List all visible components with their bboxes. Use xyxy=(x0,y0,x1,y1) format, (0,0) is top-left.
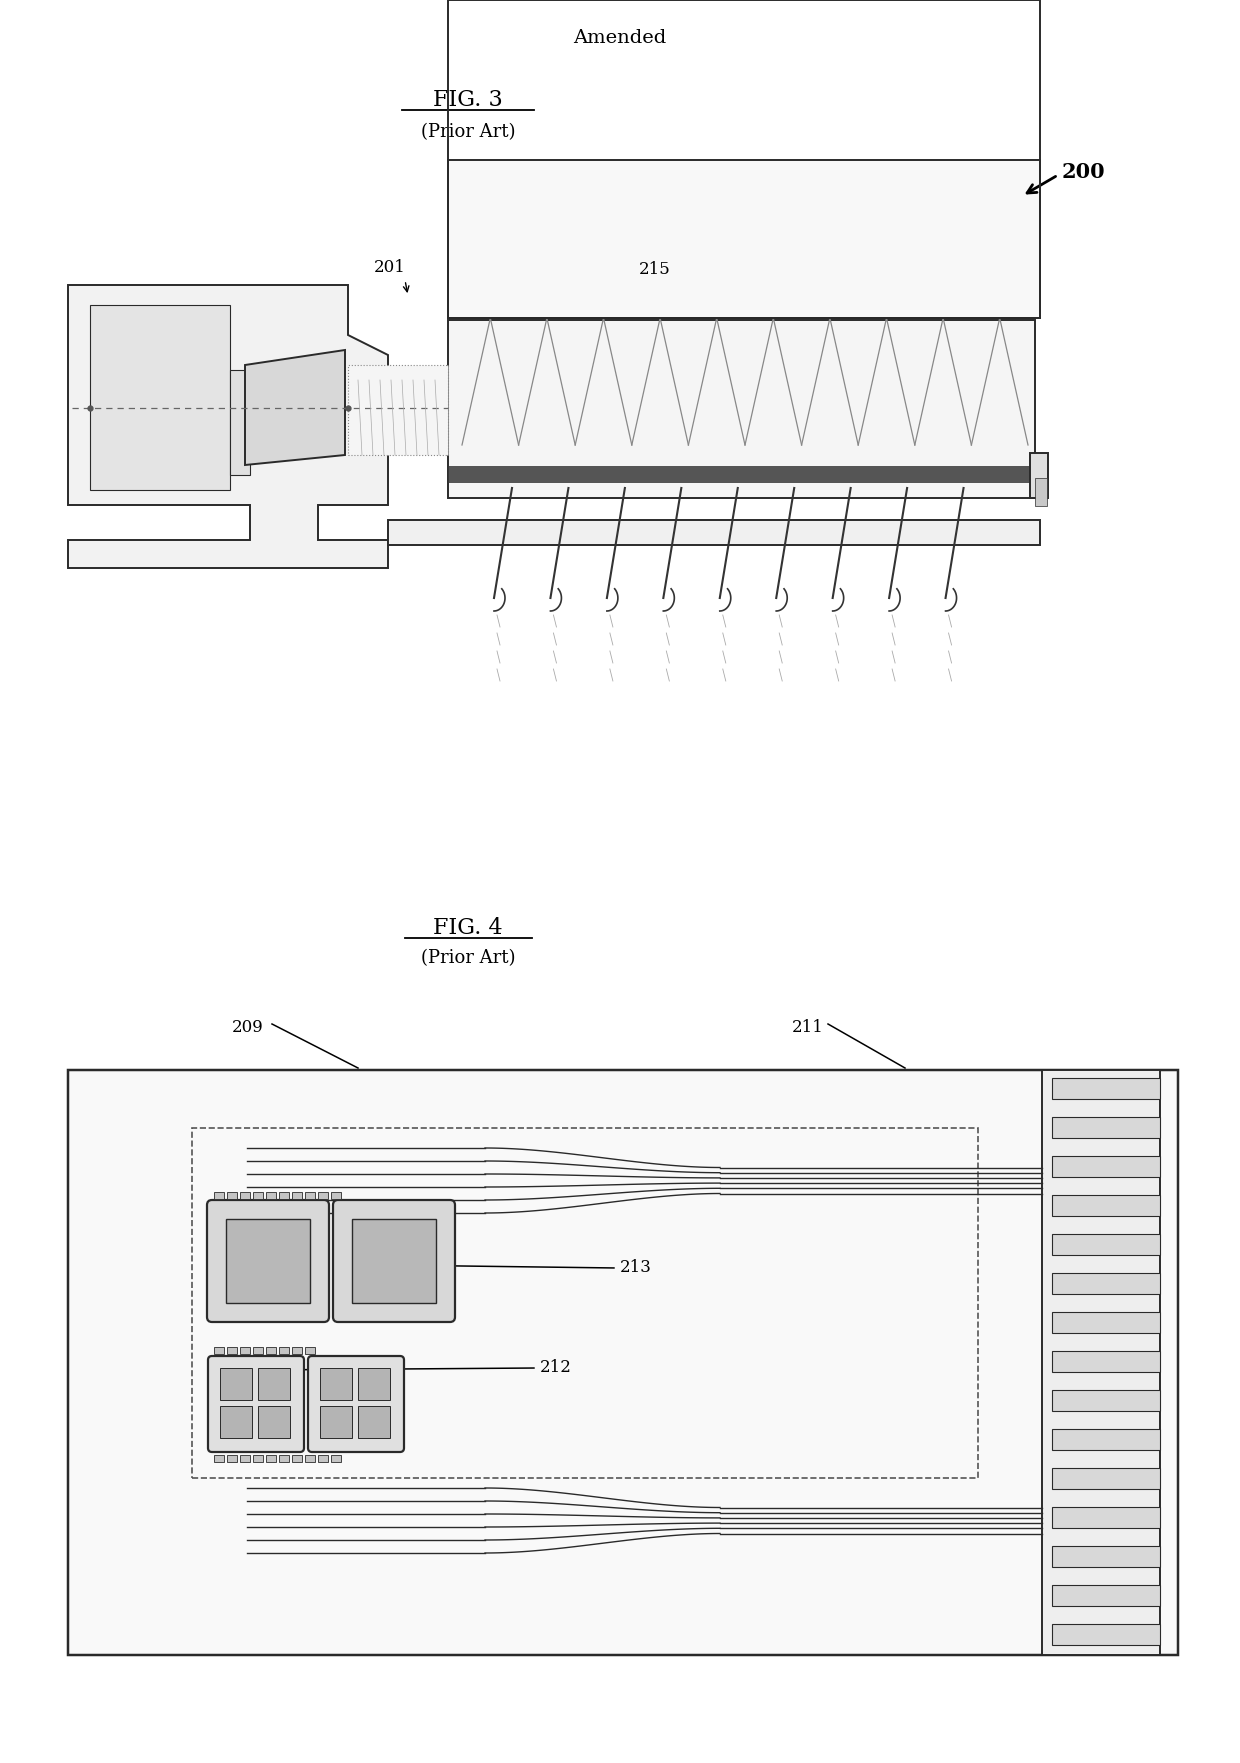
FancyBboxPatch shape xyxy=(208,1356,304,1453)
Text: 213: 213 xyxy=(620,1259,652,1276)
Text: FIG. 3: FIG. 3 xyxy=(433,88,503,111)
Bar xyxy=(348,365,448,455)
Bar xyxy=(331,1192,341,1199)
Bar xyxy=(215,1454,224,1462)
Bar xyxy=(448,321,1035,497)
Polygon shape xyxy=(91,305,229,490)
Bar xyxy=(1052,1234,1159,1255)
Bar xyxy=(1052,1624,1159,1645)
Bar xyxy=(241,1454,250,1462)
Bar xyxy=(1052,1430,1159,1451)
Bar xyxy=(1042,1070,1159,1655)
Bar xyxy=(267,1192,277,1199)
Bar xyxy=(352,1218,436,1303)
FancyBboxPatch shape xyxy=(334,1201,455,1322)
Text: 212: 212 xyxy=(539,1359,572,1377)
Bar xyxy=(1052,1350,1159,1372)
Text: 200: 200 xyxy=(1061,162,1106,182)
Bar xyxy=(258,1368,290,1400)
Bar xyxy=(241,1192,250,1199)
Bar xyxy=(267,1347,277,1354)
Bar xyxy=(1052,1469,1159,1490)
Bar xyxy=(358,1368,391,1400)
Text: (Prior Art): (Prior Art) xyxy=(420,123,516,141)
Bar xyxy=(1052,1546,1159,1567)
Bar xyxy=(320,1368,352,1400)
Bar xyxy=(279,1454,289,1462)
Bar xyxy=(305,1347,315,1354)
Polygon shape xyxy=(246,351,345,465)
Bar xyxy=(227,1192,237,1199)
Bar xyxy=(388,520,1040,545)
Bar xyxy=(241,1347,250,1354)
Bar xyxy=(253,1192,263,1199)
Bar xyxy=(192,1128,978,1477)
Text: 209: 209 xyxy=(232,1019,264,1037)
Bar xyxy=(1052,1118,1159,1139)
Bar xyxy=(305,1454,315,1462)
Text: 215: 215 xyxy=(639,261,671,279)
Bar xyxy=(317,1192,329,1199)
Bar xyxy=(1052,1312,1159,1333)
Bar xyxy=(229,370,250,474)
Bar xyxy=(1052,1077,1159,1100)
Bar xyxy=(1052,1273,1159,1294)
Bar xyxy=(226,1218,310,1303)
Bar xyxy=(1052,1195,1159,1216)
Bar xyxy=(317,1454,329,1462)
Bar xyxy=(1030,453,1048,497)
Bar xyxy=(219,1368,252,1400)
Bar xyxy=(1052,1389,1159,1412)
Text: Amended: Amended xyxy=(573,28,667,48)
Bar xyxy=(215,1192,224,1199)
Text: 211: 211 xyxy=(792,1019,823,1037)
Bar xyxy=(279,1192,289,1199)
Text: (Prior Art): (Prior Art) xyxy=(420,948,516,966)
Bar xyxy=(320,1407,352,1439)
Polygon shape xyxy=(68,286,388,568)
Text: FIG. 4: FIG. 4 xyxy=(433,917,502,940)
FancyBboxPatch shape xyxy=(207,1201,329,1322)
Bar xyxy=(291,1454,303,1462)
Bar xyxy=(331,1454,341,1462)
Bar xyxy=(253,1454,263,1462)
Text: 201: 201 xyxy=(374,259,405,277)
Bar xyxy=(448,160,1040,317)
Bar xyxy=(291,1347,303,1354)
Bar xyxy=(227,1347,237,1354)
Bar xyxy=(1035,478,1047,506)
Bar xyxy=(305,1192,315,1199)
Bar xyxy=(267,1454,277,1462)
Bar xyxy=(68,1070,1178,1655)
Bar xyxy=(215,1347,224,1354)
Bar xyxy=(258,1407,290,1439)
Bar xyxy=(291,1192,303,1199)
Bar xyxy=(1052,1507,1159,1529)
Bar xyxy=(279,1347,289,1354)
FancyBboxPatch shape xyxy=(308,1356,404,1453)
Bar xyxy=(358,1407,391,1439)
Bar xyxy=(1052,1585,1159,1606)
Bar xyxy=(448,465,1035,481)
Bar xyxy=(448,0,1040,317)
Bar xyxy=(227,1454,237,1462)
Bar xyxy=(1052,1157,1159,1178)
Bar xyxy=(219,1407,252,1439)
Bar xyxy=(253,1347,263,1354)
